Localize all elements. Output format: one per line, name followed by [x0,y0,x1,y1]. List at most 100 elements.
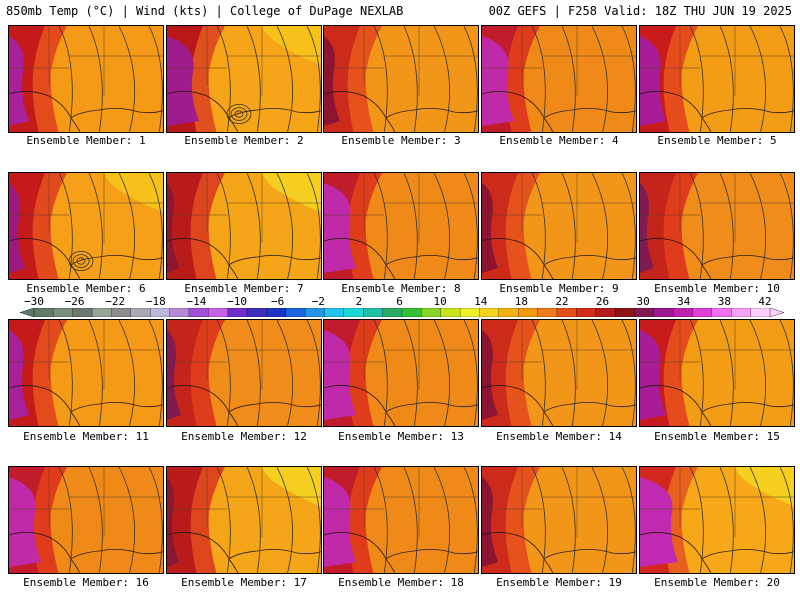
height-contour [148,26,163,132]
coastline [385,411,396,426]
extreme-heat-region [482,330,498,420]
ensemble-member-map [323,319,479,427]
state-borders [640,467,794,537]
height-contour [591,467,609,573]
colorbar-swatch [324,308,345,317]
coastline [543,411,554,426]
colorbar-tick-label: −26 [64,295,85,308]
height-contour [276,26,294,132]
coastline [228,558,239,573]
colorbar-swatch [440,308,461,317]
height-contour [58,26,73,132]
height-contour [306,320,321,426]
height-contour [148,173,163,279]
height-contour [749,26,767,132]
state-borders [9,173,163,243]
colorbar-swatch [692,308,713,317]
height-contour [58,320,73,426]
coastline [167,532,321,560]
colorbar-swatch [285,308,306,317]
extreme-heat-region [9,477,41,567]
coastline [543,558,554,573]
coastline [640,532,794,560]
state-borders [482,467,636,537]
colorbar-swatch [33,308,54,317]
extreme-heat-region [167,36,199,126]
coastline [9,238,163,266]
state-borders [640,320,794,390]
height-contour [276,467,294,573]
height-contour [306,26,321,132]
height-contour [276,173,294,279]
extreme-heat-region [640,477,678,567]
extreme-heat-region [640,183,654,273]
ensemble-member-map [481,466,637,574]
colorbar-tick-label: −18 [145,295,166,308]
ensemble-member-map [166,466,322,574]
colorbar-swatch [498,308,519,317]
height-contour [689,467,704,573]
coastline [543,264,554,279]
colorbar-swatch [614,308,635,317]
coastline [228,264,239,279]
extreme-heat-region [482,183,498,273]
height-contour [689,173,704,279]
hot-core [167,173,203,279]
state-borders [324,173,478,243]
colorbar-tick-label: 2 [355,295,363,308]
height-contour [58,173,73,279]
height-contour [148,467,163,573]
coastline [482,238,636,266]
ensemble-member-map [481,319,637,427]
height-contour [719,173,734,279]
height-contour [561,173,576,279]
state-borders [167,320,321,390]
extreme-heat-region [640,36,666,126]
height-contour [621,467,636,573]
state-borders [482,26,636,96]
colorbar-swatch [382,308,403,317]
ensemble-member-map [323,172,479,280]
colorbar-swatch [363,308,384,317]
colorbar-tick-label: 18 [514,295,528,308]
ensemble-member-label: Ensemble Member: 20 [654,576,780,589]
colorbar-swatch [305,308,325,317]
colorbar-tick-label: −30 [24,295,44,308]
ensemble-member-label: Ensemble Member: 15 [654,430,780,443]
ensemble-member-label: Ensemble Member: 8 [341,282,461,295]
extreme-heat-region [324,330,356,420]
height-contour [719,320,734,426]
height-contour [246,173,261,279]
colorbar-tick-label: −10 [227,295,247,308]
ensemble-member-map [323,466,479,574]
extreme-heat-region [324,36,340,126]
height-contour [591,26,609,132]
colorbar-tick-label: 10 [433,295,447,308]
coastline [228,117,239,132]
colorbar-max-arrow [769,308,784,317]
height-contour [433,467,451,573]
coastline [482,385,636,413]
coastline [385,264,396,279]
coastline [167,385,321,413]
low-pressure-contour [68,251,94,272]
height-contour [88,173,103,279]
coastline [701,558,712,573]
coastline [324,91,478,119]
colorbar-swatch [750,308,771,317]
colorbar-swatch [576,308,597,317]
low-pressure-contour [226,104,252,125]
height-contour [749,173,767,279]
extreme-heat-region [9,183,25,273]
state-borders [167,467,321,537]
state-borders [324,26,478,96]
cool-region [104,173,163,213]
state-borders [167,173,321,243]
colorbar-min-arrow [20,308,35,317]
colorbar-swatch [595,308,616,317]
color-scale-bar [20,308,784,317]
colorbar-swatch [479,308,500,317]
ensemble-member-map [639,172,795,280]
ensemble-member-label: Ensemble Member: 17 [181,576,307,589]
state-borders [324,467,478,537]
